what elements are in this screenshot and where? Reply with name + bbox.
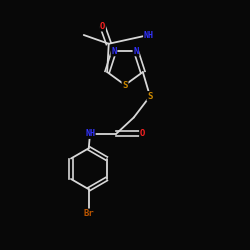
Text: NH: NH bbox=[144, 30, 154, 40]
Text: NH: NH bbox=[85, 129, 95, 138]
Text: O: O bbox=[140, 129, 145, 138]
Text: S: S bbox=[122, 80, 128, 90]
Text: S: S bbox=[147, 92, 153, 101]
Text: N: N bbox=[111, 46, 117, 56]
Text: Br: Br bbox=[84, 209, 94, 218]
Text: N: N bbox=[133, 46, 139, 56]
Text: O: O bbox=[100, 22, 105, 31]
